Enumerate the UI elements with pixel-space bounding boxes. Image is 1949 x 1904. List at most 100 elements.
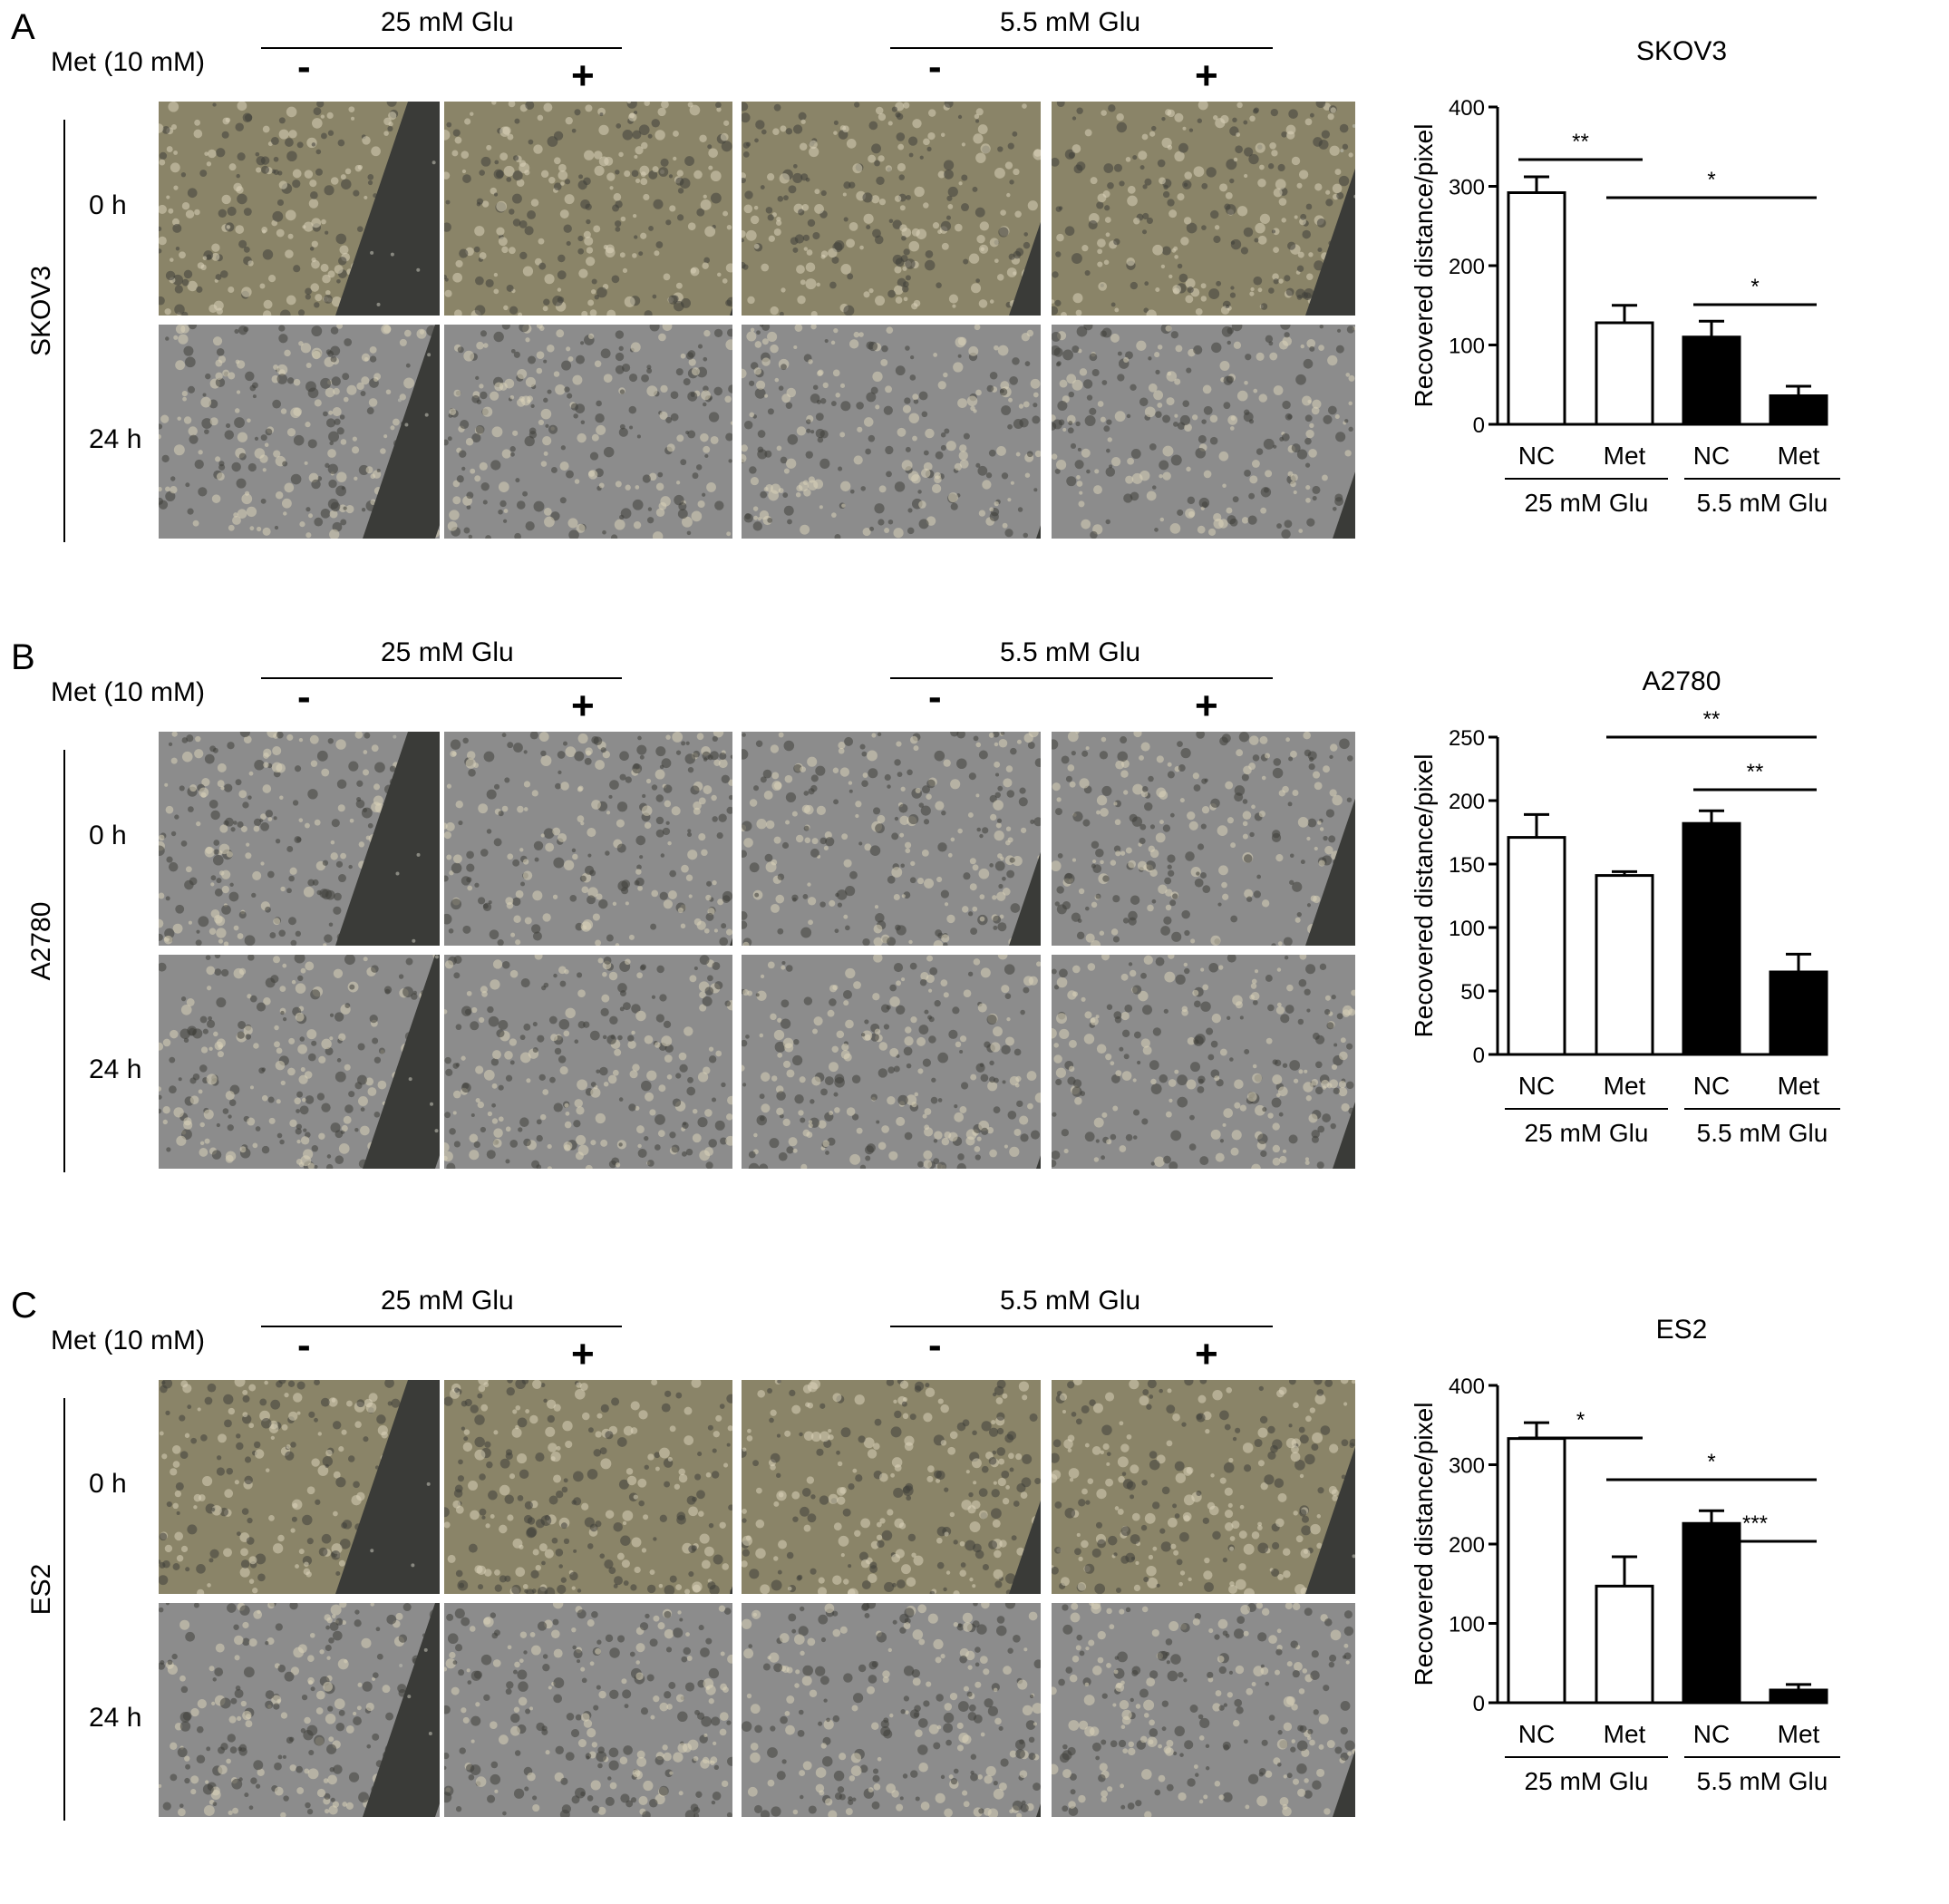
category-label: NC	[1693, 442, 1730, 470]
chart-title: ES2	[1656, 1315, 1708, 1345]
y-tick-label: 100	[1449, 335, 1485, 359]
panel-letter: B	[11, 639, 35, 675]
significance-label: *	[1576, 1408, 1585, 1433]
time-0h-label: 0 h	[89, 822, 127, 850]
category-label: Met	[1778, 1720, 1820, 1748]
category-label: Met	[1604, 1072, 1646, 1100]
metformin-label: Met (10 mM)	[51, 679, 205, 706]
met-plus-2: +	[1195, 56, 1218, 96]
figure-panel: C 25 mM Glu 5.5 mM Glu Met (10 mM) - + -…	[0, 1278, 1949, 1904]
met-plus-2: +	[1195, 686, 1218, 726]
met-minus-2: -	[928, 677, 942, 717]
met-minus-1: -	[297, 47, 311, 87]
glucose-high-label: 25 mM Glu	[381, 9, 514, 36]
significance-label: **	[1703, 707, 1721, 732]
scratch-image-24h-2	[444, 955, 732, 1169]
bar	[1770, 1690, 1827, 1703]
cell-line-bracket	[63, 120, 65, 542]
bar	[1596, 323, 1653, 424]
scratch-image-0h-1	[159, 732, 440, 946]
group-label: 5.5 mM Glu	[1697, 1119, 1828, 1147]
y-axis-label: Recovered distance/pixel	[1410, 754, 1438, 1038]
bar	[1508, 1439, 1565, 1703]
y-tick-label: 250	[1449, 726, 1485, 751]
scratch-image-24h-4	[1052, 325, 1355, 539]
scratch-image-24h-2	[444, 325, 732, 539]
bar	[1770, 396, 1827, 425]
met-minus-1: -	[297, 1326, 311, 1365]
y-tick-label: 50	[1460, 980, 1485, 1005]
scratch-image-0h-2	[444, 732, 732, 946]
panel-letter: A	[11, 9, 35, 45]
significance-label: *	[1750, 275, 1759, 299]
y-tick-label: 200	[1449, 790, 1485, 814]
group-label: 5.5 mM Glu	[1697, 1767, 1828, 1795]
scratch-image-0h-4	[1052, 102, 1355, 316]
scratch-image-24h-2	[444, 1603, 732, 1817]
chart-title: A2780	[1643, 666, 1721, 696]
met-plus-2: +	[1195, 1335, 1218, 1375]
significance-label: ***	[1742, 1511, 1768, 1536]
time-0h-label: 0 h	[89, 1471, 127, 1498]
significance-label: **	[1572, 130, 1589, 154]
glucose-low-line	[890, 677, 1273, 679]
scratch-image-0h-3	[742, 732, 1041, 946]
scratch-image-24h-4	[1052, 955, 1355, 1169]
figure-panel: A 25 mM Glu 5.5 mM Glu Met (10 mM) - + -…	[0, 0, 1949, 626]
y-tick-label: 150	[1449, 853, 1485, 878]
glucose-low-line	[890, 47, 1273, 49]
y-tick-label: 300	[1449, 1454, 1485, 1479]
bar	[1683, 337, 1740, 424]
category-label: Met	[1778, 1072, 1820, 1100]
bar	[1596, 876, 1653, 1054]
scratch-image-24h-3	[742, 1603, 1041, 1817]
met-plus-1: +	[571, 1335, 595, 1375]
time-24h-label: 24 h	[89, 426, 141, 453]
scratch-image-24h-3	[742, 325, 1041, 539]
scratch-image-24h-1	[159, 1603, 440, 1817]
scratch-image-24h-3	[742, 955, 1041, 1169]
y-tick-label: 400	[1449, 96, 1485, 121]
y-tick-label: 400	[1449, 1375, 1485, 1399]
y-tick-label: 100	[1449, 917, 1485, 941]
time-24h-label: 24 h	[89, 1705, 141, 1732]
glucose-low-label: 5.5 mM Glu	[1000, 1287, 1140, 1315]
scratch-image-24h-4	[1052, 1603, 1355, 1817]
y-tick-label: 300	[1449, 176, 1485, 200]
category-label: NC	[1518, 442, 1555, 470]
scratch-image-0h-2	[444, 1380, 732, 1594]
met-minus-2: -	[928, 47, 942, 87]
scratch-image-24h-1	[159, 325, 440, 539]
scratch-image-0h-4	[1052, 732, 1355, 946]
cell-line-label: A2780	[26, 887, 57, 996]
group-label: 5.5 mM Glu	[1697, 489, 1828, 517]
scratch-image-0h-2	[444, 102, 732, 316]
met-minus-2: -	[928, 1326, 942, 1365]
cell-line-label: ES2	[26, 1535, 57, 1644]
category-label: Met	[1778, 442, 1820, 470]
group-label: 25 mM Glu	[1525, 1119, 1649, 1147]
y-tick-label: 0	[1473, 1692, 1485, 1716]
y-axis-label: Recovered distance/pixel	[1410, 124, 1438, 408]
y-tick-label: 0	[1473, 413, 1485, 438]
bar	[1508, 193, 1565, 425]
panel-letter: C	[11, 1287, 37, 1324]
glucose-high-label: 25 mM Glu	[381, 1287, 514, 1315]
chart-title: SKOV3	[1636, 36, 1727, 66]
bar	[1683, 1523, 1740, 1703]
glucose-high-line	[261, 677, 622, 679]
metformin-label: Met (10 mM)	[51, 1327, 205, 1355]
glucose-high-line	[261, 1326, 622, 1327]
glucose-high-line	[261, 47, 622, 49]
scratch-image-0h-3	[742, 102, 1041, 316]
cell-line-bracket	[63, 1398, 65, 1821]
time-0h-label: 0 h	[89, 192, 127, 219]
significance-label: *	[1707, 1450, 1715, 1474]
scratch-image-24h-1	[159, 955, 440, 1169]
met-plus-1: +	[571, 686, 595, 726]
metformin-label: Met (10 mM)	[51, 49, 205, 76]
scratch-image-0h-1	[159, 102, 440, 316]
